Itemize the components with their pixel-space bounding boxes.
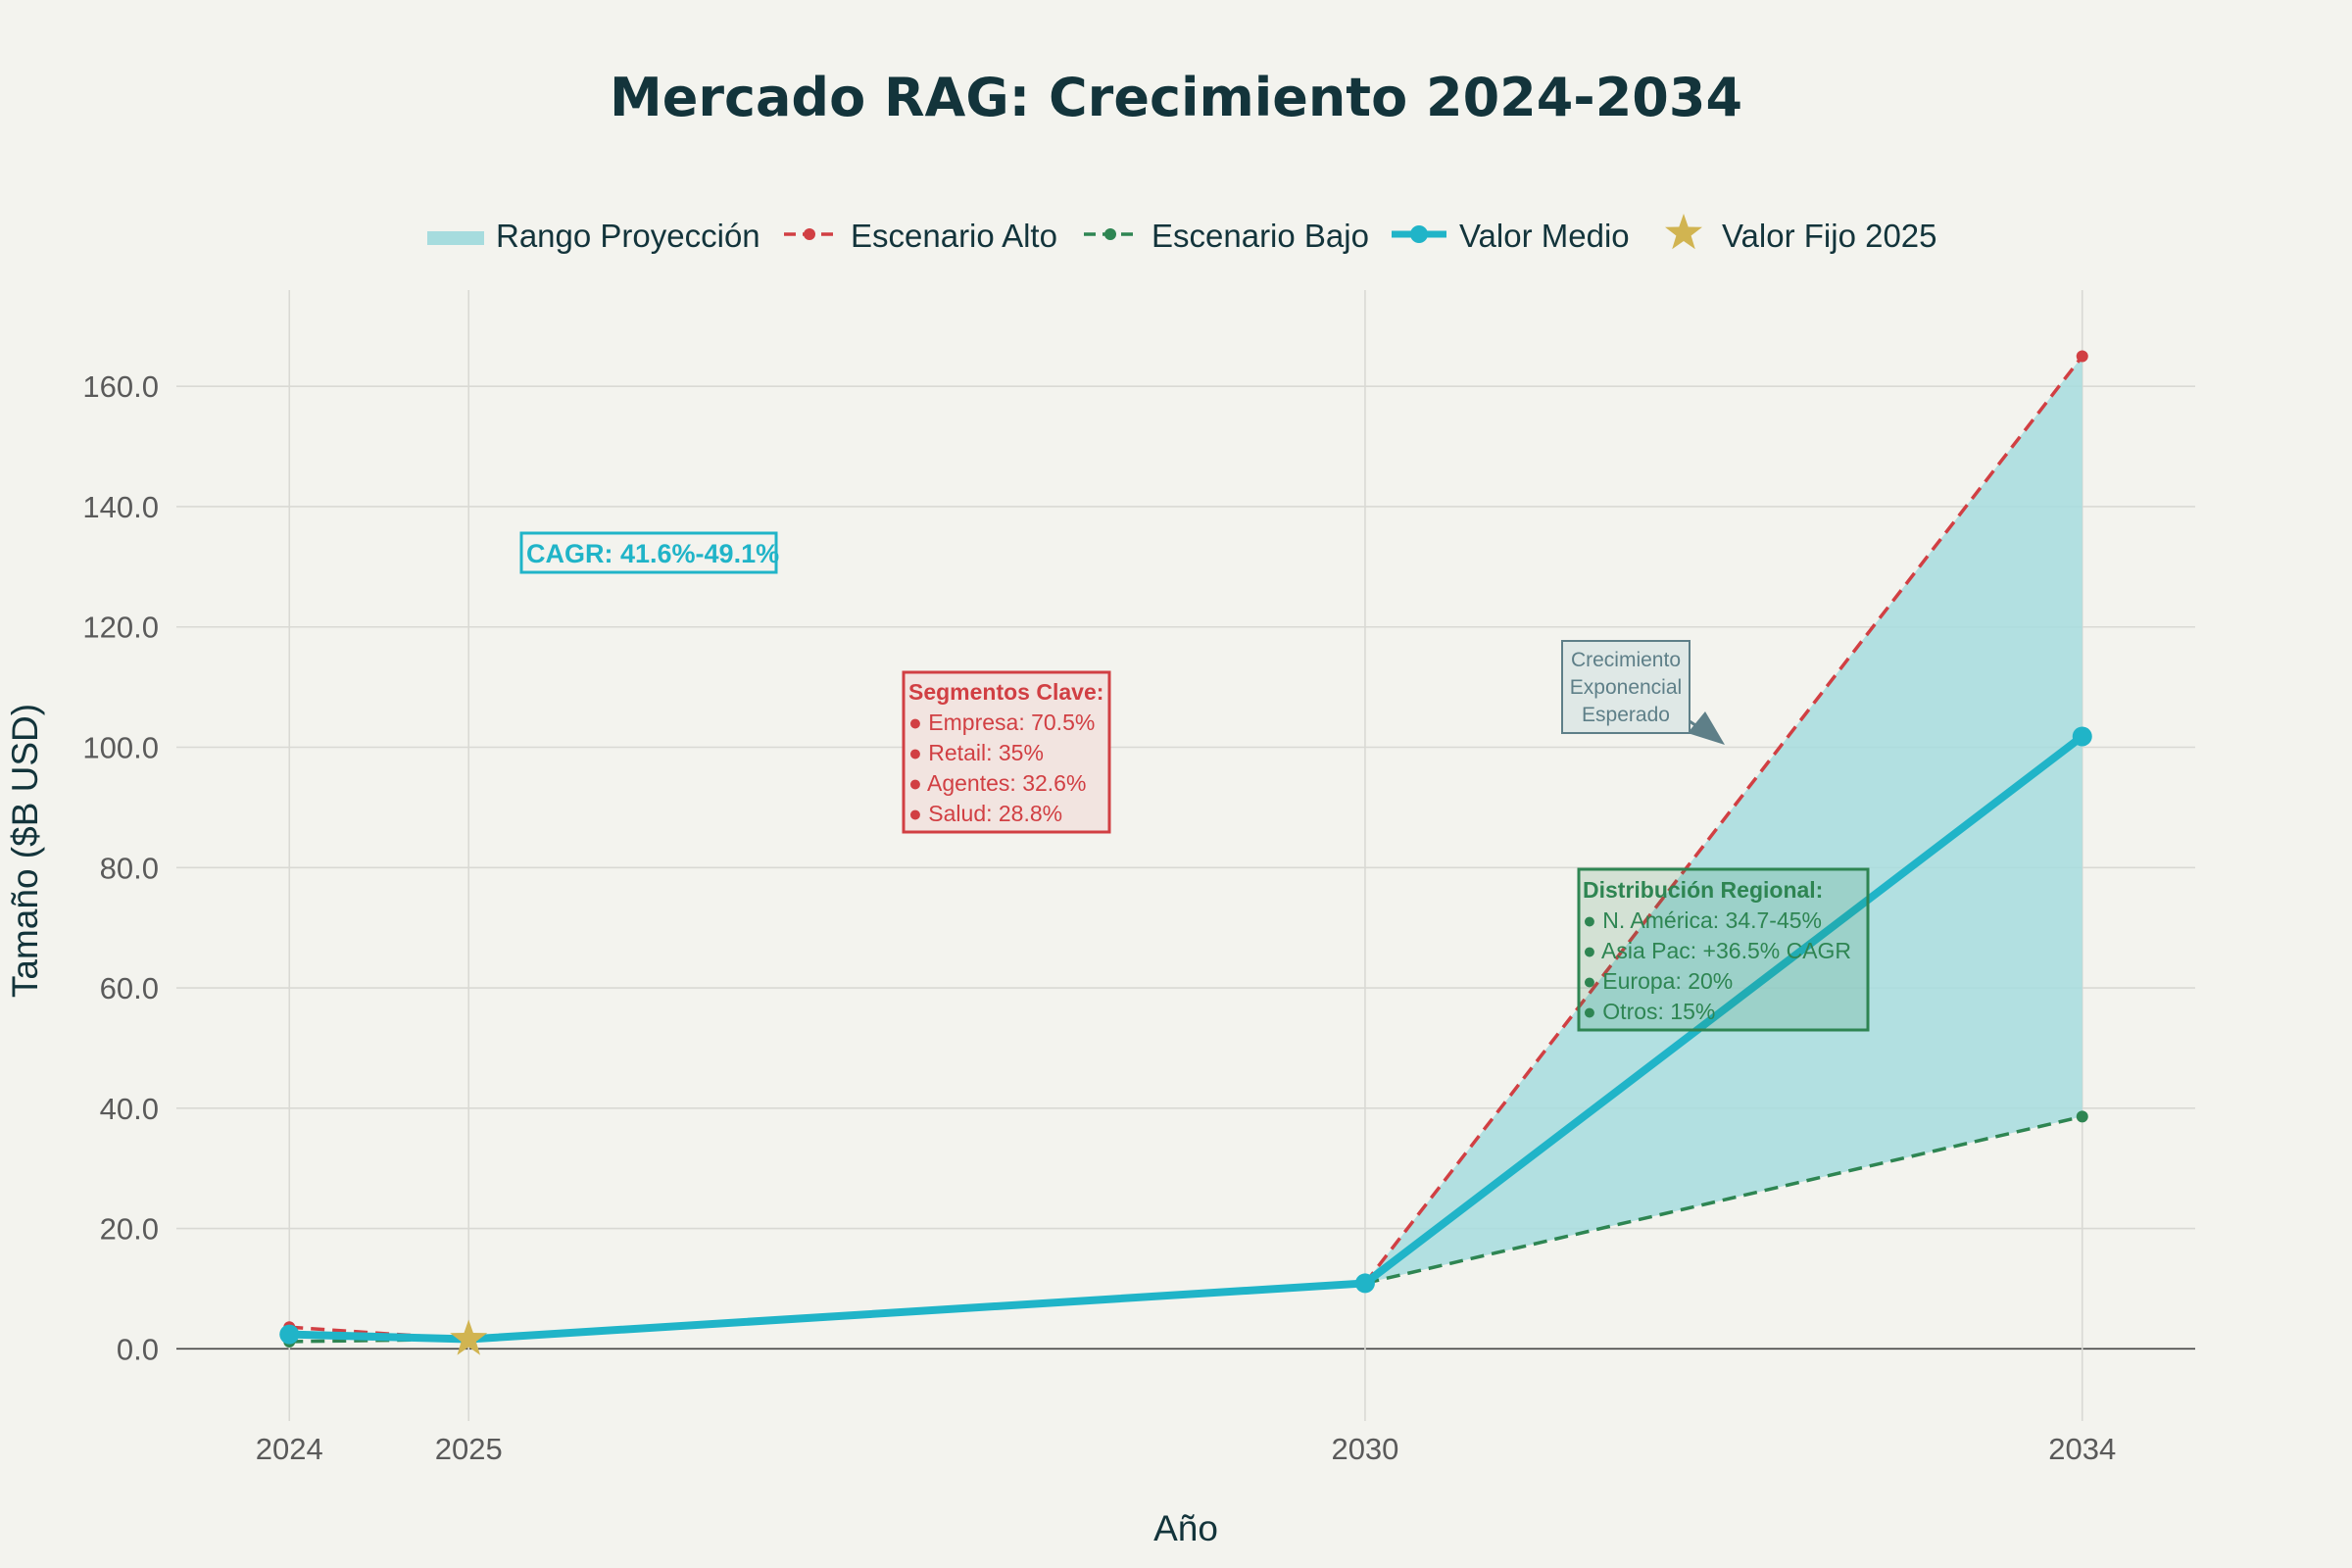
y-tick-label: 160.0: [82, 369, 159, 404]
legend-label-low: Escenario Bajo: [1152, 218, 1369, 254]
growth-line: Esperado: [1582, 704, 1670, 726]
segments-annotation: Segmentos Clave: ● Empresa: 70.5% ● Reta…: [902, 670, 1111, 834]
legend-star-icon: [1665, 214, 1702, 250]
series-layer: [279, 350, 2092, 1355]
x-axis-title: Año: [1153, 1508, 1218, 1548]
legend: Rango Proyección Escenario Alto Escenari…: [427, 214, 1937, 254]
regional-title: Distribución Regional:: [1583, 877, 1823, 903]
regional-item: ● N. América: 34.7-45%: [1583, 907, 1822, 933]
segment-item: ● Agentes: 32.6%: [908, 770, 1086, 796]
x-tick-label: 2024: [256, 1432, 323, 1466]
series-point-mid: [279, 1324, 300, 1345]
series-point-mid: [2072, 726, 2092, 747]
series-point-high: [2076, 350, 2088, 363]
legend-marker-mid: [1410, 225, 1428, 243]
y-tick-label: 140.0: [82, 490, 159, 524]
y-axis-title: Tamaño ($B USD): [5, 704, 45, 998]
segments-title: Segmentos Clave:: [908, 679, 1103, 705]
growth-line: Crecimiento: [1571, 649, 1681, 671]
legend-swatch-range: [427, 231, 484, 245]
growth-arrow-icon: [1688, 711, 1725, 745]
legend-marker-low: [1104, 228, 1116, 240]
y-tick-label: 40.0: [100, 1092, 159, 1126]
series-point-low: [2076, 1110, 2088, 1123]
segment-item: ● Salud: 28.8%: [908, 801, 1062, 826]
x-tick-label: 2025: [435, 1432, 503, 1466]
regional-item: ● Otros: 15%: [1583, 999, 1715, 1024]
y-tick-label: 100.0: [82, 731, 159, 765]
growth-annotation: Crecimiento Exponencial Esperado: [1561, 640, 1725, 745]
fixed-value-star: [450, 1319, 488, 1355]
regional-box: [1577, 867, 1870, 1032]
regional-item: ● Europa: 20%: [1583, 968, 1733, 994]
legend-label-fixed: Valor Fijo 2025: [1722, 218, 1937, 254]
regional-annotation: Distribución Regional: ● N. América: 34.…: [1577, 867, 1870, 1032]
legend-label-high: Escenario Alto: [851, 218, 1057, 254]
y-tick-label: 120.0: [82, 611, 159, 645]
series-point-mid: [1354, 1273, 1375, 1294]
y-tick-label: 20.0: [100, 1212, 159, 1247]
x-tick-label: 2030: [1331, 1432, 1398, 1466]
annotations: CAGR: 41.6%-49.1% Segmentos Clave: ● Emp…: [519, 531, 1870, 1032]
x-tick-label: 2034: [2048, 1432, 2116, 1466]
cagr-annotation: CAGR: 41.6%-49.1%: [519, 531, 779, 574]
legend-marker-high: [804, 228, 815, 240]
regional-item: ● Asia Pac: +36.5% CAGR: [1583, 938, 1851, 963]
cagr-box: [519, 531, 778, 574]
segment-item: ● Retail: 35%: [908, 740, 1044, 765]
y-tick-label: 60.0: [100, 971, 159, 1005]
y-tick-label: 80.0: [100, 851, 159, 885]
legend-label-range: Rango Proyección: [496, 218, 760, 254]
growth-line: Exponencial: [1570, 676, 1682, 699]
tick-labels: 0.0 20.0 40.0 60.0 80.0 100.0 120.0 140.0 160.0 2…: [82, 369, 2116, 1466]
growth-box: [1561, 640, 1690, 734]
cagr-text: CAGR: 41.6%-49.1%: [526, 539, 779, 568]
legend-label-mid: Valor Medio: [1459, 218, 1630, 254]
y-tick-label: 0.0: [117, 1332, 159, 1366]
segments-box: [902, 670, 1111, 834]
chart-title: Mercado RAG: Crecimiento 2024-2034: [610, 67, 1742, 128]
series-line-mid: [289, 733, 2085, 1344]
segment-item: ● Empresa: 70.5%: [908, 710, 1095, 735]
